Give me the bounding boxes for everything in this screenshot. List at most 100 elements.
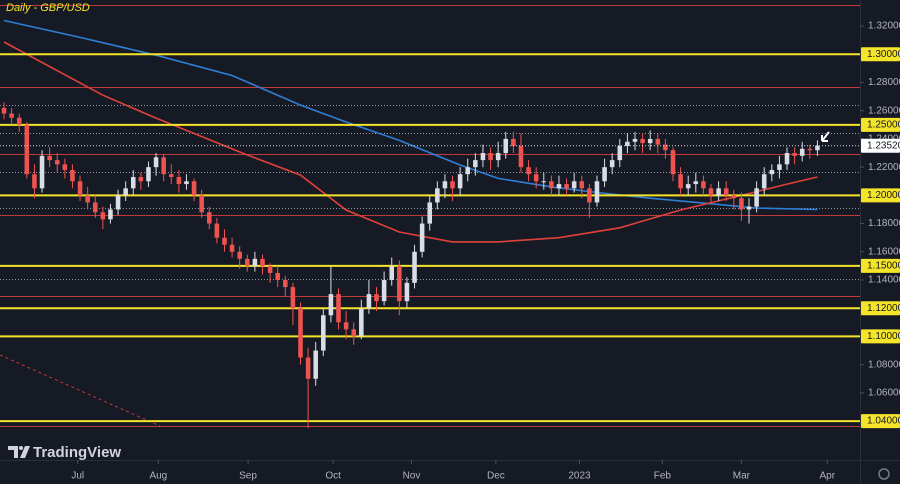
candle-body xyxy=(443,181,448,188)
candle-body xyxy=(770,170,775,174)
candle-body xyxy=(40,156,45,188)
candle-body xyxy=(192,181,197,195)
candle-body xyxy=(298,308,303,357)
candle-body xyxy=(306,358,311,379)
candle-body xyxy=(458,174,463,188)
x-tick-label: 2023 xyxy=(568,471,591,482)
candle-body xyxy=(63,164,68,170)
y-tick-label: 1.26000 xyxy=(868,105,900,116)
candle-body xyxy=(116,195,121,209)
x-tick-label: Mar xyxy=(733,471,751,482)
candle-body xyxy=(2,108,7,114)
candle-body xyxy=(709,188,714,195)
x-tick-label: Sep xyxy=(239,471,257,482)
candle-body xyxy=(25,125,30,174)
candle-body xyxy=(146,167,151,181)
candle-body xyxy=(785,153,790,164)
candle-body xyxy=(93,202,98,212)
candle-body xyxy=(351,329,356,336)
candle-body xyxy=(260,259,265,266)
candle-body xyxy=(762,174,767,188)
candle-body xyxy=(108,209,113,219)
candle-body xyxy=(389,266,394,280)
candle-body xyxy=(382,280,387,301)
candle-body xyxy=(587,188,592,202)
candle-body xyxy=(435,188,440,202)
candle-body xyxy=(618,146,623,160)
logo-text: TradingView xyxy=(33,444,121,461)
candle-body xyxy=(321,315,326,350)
candle-body xyxy=(101,212,106,219)
candle-body xyxy=(777,164,782,170)
candle-body xyxy=(47,156,52,160)
y-tick-label: 1.22000 xyxy=(868,162,900,173)
candle-body xyxy=(686,184,691,188)
logo-dot xyxy=(19,446,23,450)
candle-body xyxy=(154,157,159,167)
candle-body xyxy=(359,308,364,336)
candle-body xyxy=(230,245,235,252)
candle-body xyxy=(465,167,470,174)
level-label: 1.20000 xyxy=(867,190,900,201)
candle-body xyxy=(754,188,759,206)
candle-body xyxy=(815,146,820,151)
level-label: 1.04000 xyxy=(867,416,900,427)
candle-body xyxy=(511,139,516,146)
candle-body xyxy=(633,139,638,142)
candle-body xyxy=(85,195,90,202)
level-label: 1.12000 xyxy=(867,303,900,314)
candle-body xyxy=(397,266,402,301)
y-tick-label: 1.28000 xyxy=(868,77,900,88)
candle-body xyxy=(184,181,189,184)
candle-body xyxy=(557,184,562,188)
candle-body xyxy=(450,181,455,188)
candle-body xyxy=(245,259,250,266)
y-tick-label: 1.16000 xyxy=(868,246,900,257)
candle-body xyxy=(199,195,204,212)
candle-body xyxy=(70,170,75,181)
y-tick-label: 1.14000 xyxy=(868,275,900,286)
candle-body xyxy=(724,188,729,195)
candle-body xyxy=(656,139,661,145)
chart-title: Daily - GBP/USD xyxy=(6,2,90,14)
candle-body xyxy=(519,146,524,167)
candle-body xyxy=(579,181,584,188)
candle-body xyxy=(732,195,737,198)
x-tick-label: Feb xyxy=(654,471,672,482)
candle-body xyxy=(313,351,318,379)
candle-body xyxy=(275,273,280,280)
candle-body xyxy=(123,188,128,195)
y-tick-label: 1.08000 xyxy=(868,359,900,370)
x-tick-label: Oct xyxy=(325,471,341,482)
candle-body xyxy=(526,167,531,174)
candle-body xyxy=(291,287,296,308)
candle-body xyxy=(131,177,136,188)
candle-body xyxy=(595,181,600,202)
candle-body xyxy=(610,160,615,167)
candle-body xyxy=(78,181,83,195)
candle-body xyxy=(268,266,273,273)
candle-body xyxy=(671,150,676,174)
candle-body xyxy=(792,153,797,156)
y-tick-label: 1.06000 xyxy=(868,387,900,398)
candle-body xyxy=(488,153,493,160)
candle-body xyxy=(253,259,258,266)
candle-body xyxy=(534,174,539,181)
x-tick-label: Aug xyxy=(149,471,167,482)
candle-body xyxy=(602,167,607,181)
level-label: 1.15000 xyxy=(867,261,900,272)
level-label: 1.30000 xyxy=(867,49,900,60)
candle-body xyxy=(747,207,752,210)
candle-body xyxy=(427,202,432,223)
candle-body xyxy=(701,181,706,188)
candle-body xyxy=(716,188,721,195)
candle-body xyxy=(648,139,653,143)
candle-body xyxy=(473,160,478,167)
candle-body xyxy=(139,177,144,181)
candle-body xyxy=(222,238,227,245)
candle-body xyxy=(237,252,242,259)
candle-body xyxy=(640,139,645,143)
candle-body xyxy=(374,294,379,301)
